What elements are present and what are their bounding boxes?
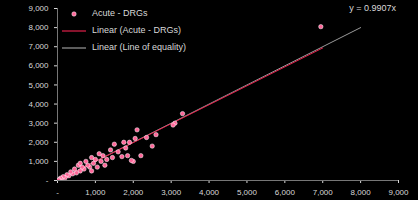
svg-text:3,000: 3,000 (161, 188, 182, 197)
svg-text:5,000: 5,000 (28, 81, 49, 90)
svg-text:9,000: 9,000 (388, 188, 409, 197)
html-text:Linear (Acute - DRGs): Linear (Acute - DRGs) (92, 25, 181, 35)
svg-text:6,000: 6,000 (275, 188, 296, 197)
svg-text:7,000: 7,000 (28, 42, 49, 51)
svg-text:-: - (56, 188, 59, 197)
svg-text:3,000: 3,000 (28, 119, 49, 128)
svg-text:1,000: 1,000 (85, 188, 106, 197)
svg-text:2,000: 2,000 (123, 188, 144, 197)
svg-text:4,000: 4,000 (199, 188, 220, 197)
html-text:Linear (Line of equality): Linear (Line of equality) (92, 42, 187, 52)
svg-text:4,000: 4,000 (28, 100, 49, 109)
svg-text:6,000: 6,000 (28, 61, 49, 70)
svg-text:1,000: 1,000 (28, 157, 49, 166)
svg-text:-: - (46, 176, 49, 185)
svg-text:7,000: 7,000 (313, 188, 334, 197)
svg-text:9,000: 9,000 (28, 4, 49, 13)
svg-text:5,000: 5,000 (237, 188, 258, 197)
html-text:Acute - DRGs: Acute - DRGs (92, 8, 148, 18)
html-text:y = 0.9907x: y = 0.9907x (349, 3, 396, 13)
svg-text:8,000: 8,000 (351, 188, 372, 197)
svg-text:2,000: 2,000 (28, 138, 49, 147)
svg-text:8,000: 8,000 (28, 23, 49, 32)
